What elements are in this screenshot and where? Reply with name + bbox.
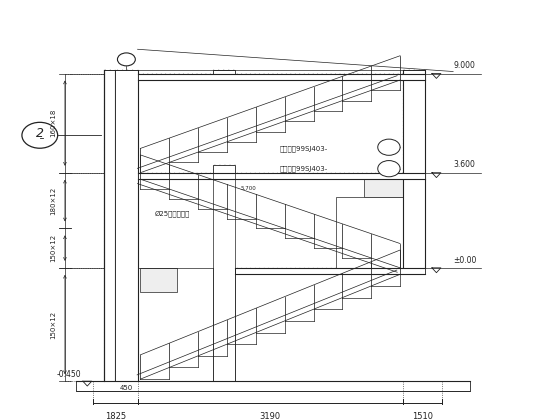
Text: 150×12: 150×12 (50, 310, 57, 339)
Text: ±0.00: ±0.00 (453, 256, 477, 265)
Circle shape (378, 160, 400, 177)
Bar (336, 197, 403, 268)
Text: 1: 1 (387, 145, 391, 150)
Bar (213, 69, 235, 80)
Text: 9.000: 9.000 (453, 61, 475, 70)
Text: Ø25不锈钢滚杠: Ø25不锈钢滚杠 (155, 210, 190, 217)
Bar (138, 74, 425, 80)
Bar (115, 69, 138, 381)
Bar (141, 268, 176, 292)
Bar (235, 268, 425, 274)
Circle shape (118, 53, 136, 66)
Text: -0.450: -0.450 (57, 370, 82, 379)
Text: 踨步参覐99SJ403-: 踨步参覐99SJ403- (280, 165, 328, 172)
Bar (138, 173, 425, 179)
Text: 3190: 3190 (260, 412, 281, 420)
Text: 2: 2 (36, 127, 44, 140)
Text: 1825: 1825 (105, 412, 126, 420)
Bar (403, 69, 425, 268)
Circle shape (378, 139, 400, 155)
Bar (213, 165, 235, 179)
Text: 150×12: 150×12 (50, 234, 57, 262)
Text: 栖杆参覐99SJ403-: 栖杆参覐99SJ403- (280, 145, 328, 152)
Bar (364, 173, 403, 197)
Text: 450: 450 (120, 385, 133, 391)
Text: 2: 2 (387, 166, 391, 171)
Text: 180×12: 180×12 (50, 186, 57, 215)
Bar (104, 69, 115, 381)
Bar (76, 381, 470, 391)
Text: 1510: 1510 (412, 412, 433, 420)
Text: 160×18: 160×18 (50, 109, 57, 137)
Text: 5.700: 5.700 (241, 186, 256, 192)
Text: 3.600: 3.600 (453, 160, 475, 170)
